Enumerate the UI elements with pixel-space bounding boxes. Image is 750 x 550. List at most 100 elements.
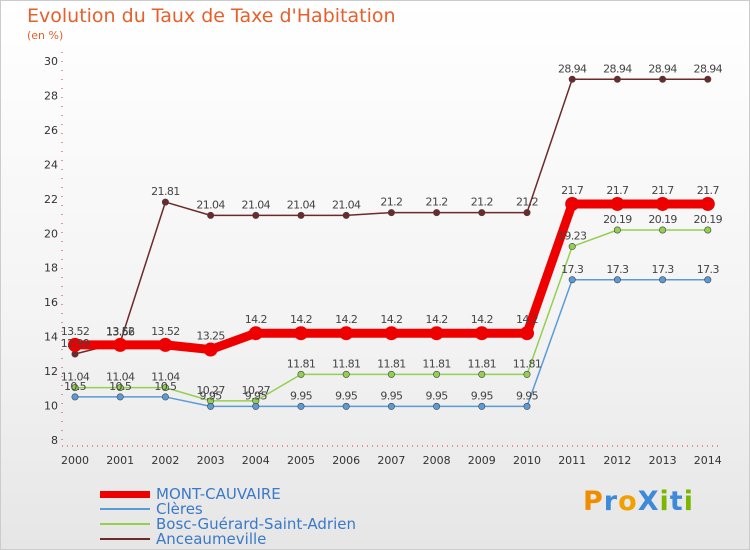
- data-label: 11.04: [151, 371, 180, 384]
- logo-letter: i: [683, 486, 694, 517]
- data-point: [297, 211, 305, 219]
- x-tick-label: 2004: [242, 454, 270, 467]
- data-label: 17.3: [652, 263, 675, 276]
- data-point: [252, 402, 260, 410]
- data-label: 13.66: [106, 325, 135, 338]
- data-point: [613, 226, 621, 234]
- data-point: [387, 209, 395, 217]
- data-label: 12.99: [61, 337, 90, 350]
- data-point: [613, 276, 621, 284]
- data-point: [478, 209, 486, 217]
- y-tick-label: 12: [44, 365, 58, 378]
- logo-letter: i: [659, 486, 670, 517]
- data-point: [568, 243, 576, 251]
- data-point: [568, 276, 576, 284]
- data-point: [158, 337, 173, 352]
- legend-label: Bosc-Guérard-Saint-Adrien: [156, 515, 356, 533]
- data-point: [203, 342, 218, 357]
- data-point: [161, 198, 169, 206]
- data-label: 21.2: [516, 196, 538, 209]
- data-label: 20.19: [603, 213, 632, 226]
- data-point: [384, 326, 399, 341]
- y-tick-label: 16: [44, 296, 58, 309]
- data-point: [659, 75, 667, 83]
- data-point: [248, 326, 263, 341]
- x-tick-label: 2012: [603, 454, 631, 467]
- data-point: [655, 196, 670, 211]
- data-label: 9.95: [471, 389, 494, 402]
- x-tick-label: 2007: [377, 454, 405, 467]
- data-label: 21.2: [471, 196, 493, 209]
- data-label: 9.95: [380, 389, 403, 402]
- data-label: 21.7: [561, 184, 584, 197]
- data-label: 20.19: [694, 213, 723, 226]
- x-tick-label: 2009: [468, 454, 496, 467]
- data-label: 21.04: [242, 198, 271, 211]
- x-tick-label: 2005: [287, 454, 315, 467]
- x-tick-label: 2001: [106, 454, 134, 467]
- data-label: 21.04: [332, 198, 361, 211]
- data-label: 9.95: [516, 389, 539, 402]
- data-point: [478, 402, 486, 410]
- data-point: [433, 370, 441, 378]
- x-tick-label: 2006: [332, 454, 360, 467]
- y-tick-label: 28: [44, 89, 58, 102]
- data-point: [387, 370, 395, 378]
- data-label: 13.25: [196, 330, 225, 343]
- data-point: [342, 402, 350, 410]
- x-tick-label: 2013: [649, 454, 677, 467]
- legend-swatch-mont-cauvaire: [100, 491, 150, 498]
- data-label: 28.94: [603, 62, 632, 75]
- data-label: 14.2: [245, 313, 267, 326]
- data-label: 13.52: [61, 325, 90, 338]
- data-point: [297, 370, 305, 378]
- y-tick-label: 10: [44, 400, 58, 413]
- data-point: [252, 211, 260, 219]
- x-tick-label: 2008: [423, 454, 451, 467]
- data-point: [433, 402, 441, 410]
- data-point: [659, 226, 667, 234]
- data-label: 9.95: [200, 389, 223, 402]
- y-tick-label: 14: [44, 331, 58, 344]
- legend-label: Clères: [156, 500, 203, 518]
- data-point: [704, 75, 712, 83]
- x-tick-label: 2000: [61, 454, 89, 467]
- data-label: 19.23: [558, 230, 587, 243]
- y-tick-label: 20: [44, 227, 58, 240]
- data-label: 17.3: [697, 263, 720, 276]
- data-label: 11.81: [287, 357, 316, 370]
- data-label: 21.2: [380, 196, 402, 209]
- data-label: 10.27: [242, 384, 271, 397]
- data-point: [387, 402, 395, 410]
- data-label: 11.81: [332, 357, 361, 370]
- data-label: 17.3: [606, 263, 629, 276]
- logo-letter: P: [583, 486, 604, 517]
- data-point: [113, 337, 128, 352]
- data-point: [704, 226, 712, 234]
- data-point: [161, 384, 169, 392]
- x-tick-label: 2002: [151, 454, 179, 467]
- legend: MONT-CAUVAIRE Clères Bosc-Guérard-Saint-…: [100, 485, 400, 548]
- x-tick-label: 2010: [513, 454, 541, 467]
- data-point: [294, 326, 308, 341]
- data-label: 13.52: [151, 325, 180, 338]
- data-point: [342, 370, 350, 378]
- data-label: 14.2: [516, 313, 538, 326]
- data-label: 9.95: [245, 389, 268, 402]
- data-label: 14.2: [380, 313, 402, 326]
- data-label: 21.7: [697, 184, 720, 197]
- y-tick-label: 24: [44, 158, 58, 171]
- y-tick-label: 26: [44, 124, 58, 137]
- data-point: [523, 209, 531, 217]
- proxiti-logo: ProXiti: [583, 486, 694, 517]
- data-label: 13.52: [106, 325, 135, 338]
- data-point: [297, 402, 305, 410]
- data-point: [613, 75, 621, 83]
- data-label: 17.3: [561, 263, 584, 276]
- data-label: 11.04: [106, 371, 135, 384]
- data-point: [520, 326, 534, 341]
- logo-letter: X: [637, 486, 660, 517]
- logo-letter: r: [603, 486, 619, 517]
- data-point: [610, 196, 625, 211]
